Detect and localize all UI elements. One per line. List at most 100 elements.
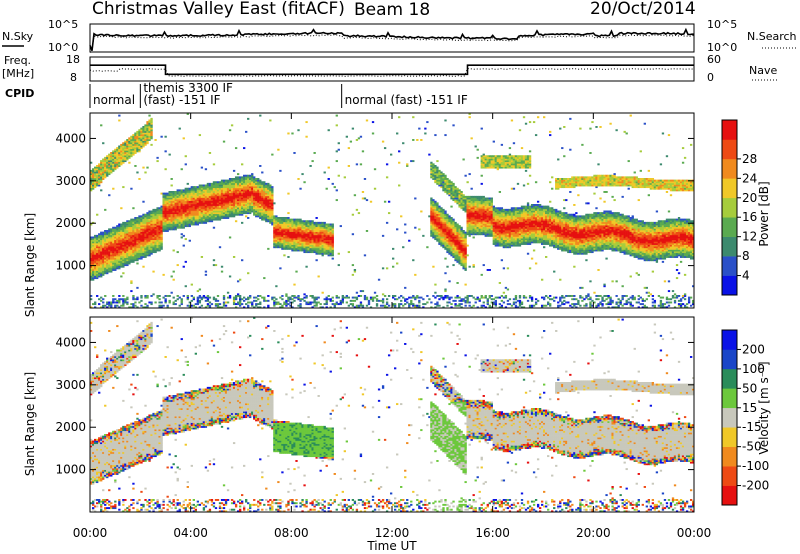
heatmap-cell: [194, 212, 197, 215]
heatmap-cell: [120, 251, 123, 254]
heatmap-cell: [353, 194, 357, 197]
heatmap-cell: [178, 189, 181, 192]
heatmap-cell: [140, 145, 143, 148]
heatmap-cell: [90, 241, 93, 244]
heatmap-cell: [156, 210, 159, 213]
date-label: 20/Oct/2014: [590, 0, 696, 19]
heatmap-cell: [118, 114, 121, 117]
heatmap-cell: [307, 301, 310, 304]
heatmap-cell: [245, 194, 248, 197]
heatmap-cell: [251, 187, 254, 190]
heatmap-cell: [120, 244, 123, 247]
heatmap-cell: [275, 220, 278, 223]
heatmap-cell: [216, 202, 220, 205]
heatmap-cell: [92, 251, 95, 254]
heatmap-cell: [299, 187, 302, 190]
heatmap-cell: [142, 145, 145, 148]
heatmap-cell: [299, 221, 302, 224]
heatmap-cell: [297, 226, 300, 229]
heatmap-cell: [100, 171, 103, 174]
heatmap-cell: [150, 244, 153, 247]
heatmap-cell: [311, 306, 314, 309]
heatmap-cell: [168, 221, 171, 224]
heatmap-cell: [94, 252, 97, 255]
heatmap-cell: [154, 228, 157, 231]
heatmap-cell: [122, 147, 125, 150]
heatmap-cell: [208, 212, 212, 215]
heatmap-cell: [188, 204, 191, 206]
heatmap-cell: [100, 269, 103, 271]
heatmap-cell: [319, 221, 322, 224]
heatmap-cell: [297, 239, 300, 242]
heatmap-cell: [98, 254, 101, 257]
heatmap-cell: [122, 257, 125, 260]
heatmap-cell: [106, 161, 109, 164]
heatmap-cell: [273, 234, 276, 237]
heatmap-cell: [178, 208, 181, 211]
heatmap-cell: [275, 244, 278, 247]
heatmap-cell: [132, 298, 135, 301]
heatmap-cell: [126, 249, 129, 252]
heatmap-cell: [305, 228, 308, 231]
heatmap-cell: [94, 171, 97, 174]
heatmap-cell: [273, 217, 276, 219]
heatmap-cell: [124, 160, 127, 163]
heatmap-cell: [110, 265, 113, 268]
heatmap-cell: [323, 243, 326, 245]
heatmap-cell: [303, 236, 306, 239]
heatmap-cell: [311, 221, 314, 224]
heatmap-cell: [104, 238, 107, 241]
heatmap-cell: [408, 296, 411, 299]
heatmap-cell: [140, 223, 143, 226]
heatmap-cell: [210, 186, 214, 189]
heatmap-cell: [241, 187, 244, 190]
heatmap-cell: [305, 230, 308, 232]
heatmap-cell: [263, 181, 266, 184]
heatmap-cell: [92, 169, 95, 172]
heatmap-cell: [120, 148, 123, 151]
heatmap-cell: [214, 186, 218, 189]
heatmap-cell: [134, 251, 137, 254]
heatmap-cell: [434, 303, 437, 306]
heatmap-cell: [156, 249, 159, 252]
heatmap-cell: [355, 139, 359, 141]
heatmap-cell: [190, 202, 193, 205]
heatmap-cell: [208, 195, 212, 198]
heatmap-cell: [154, 230, 157, 232]
heatmap-cell: [315, 231, 318, 234]
heatmap-cell: [345, 295, 348, 297]
heatmap-cell: [192, 296, 195, 299]
heatmap-cell: [94, 249, 97, 252]
heatmap-cell: [273, 241, 276, 244]
heatmap-cell: [164, 200, 167, 203]
heatmap-cell: [234, 197, 238, 200]
heatmap-cell: [236, 194, 240, 197]
heatmap-cell: [307, 247, 310, 250]
heatmap-cell: [150, 126, 153, 128]
heatmap-cell: [134, 142, 137, 145]
heatmap-cell: [319, 252, 322, 255]
heatmap-cell: [148, 243, 151, 245]
heatmap-cell: [269, 194, 272, 197]
heatmap-cell: [154, 238, 157, 241]
heatmap-cell: [313, 301, 316, 304]
heatmap-cell: [214, 181, 218, 184]
heatmap-cell: [251, 205, 254, 208]
heatmap-cell: [305, 121, 308, 124]
heatmap-cell: [180, 303, 183, 306]
heatmap-cell: [132, 234, 135, 237]
heatmap-cell: [222, 210, 226, 213]
heatmap-cell: [273, 226, 276, 229]
heatmap-cell: [331, 296, 334, 299]
heatmap-cell: [243, 176, 246, 179]
heatmap-cell: [112, 249, 115, 252]
heatmap-cell: [206, 217, 210, 219]
heatmap-cell: [230, 181, 234, 184]
heatmap-cell: [134, 148, 137, 151]
heatmap-cell: [110, 155, 113, 158]
heatmap-cell: [279, 226, 282, 229]
heatmap-cell: [164, 225, 167, 228]
heatmap-cell: [218, 205, 222, 208]
heatmap-cell: [271, 186, 274, 189]
heatmap-cell: [104, 156, 107, 159]
